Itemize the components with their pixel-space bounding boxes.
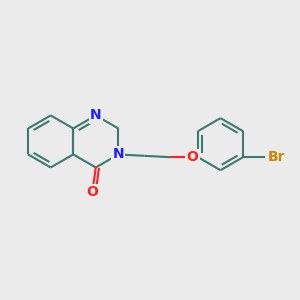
Text: N: N: [112, 148, 124, 161]
Text: O: O: [187, 150, 198, 164]
Text: N: N: [90, 108, 102, 122]
Text: Br: Br: [268, 150, 285, 164]
Text: O: O: [86, 185, 98, 199]
